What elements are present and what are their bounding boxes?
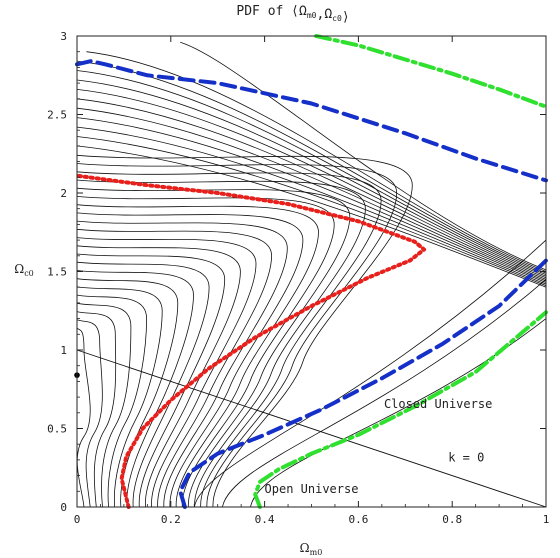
likelihood-contour [222,279,547,508]
region-annotation: Open Universe [265,482,359,496]
likelihood-contour [76,278,179,508]
likelihood-contour [76,212,304,508]
y-axis-label: Ωc0 [14,262,34,278]
likelihood-contour [193,239,547,508]
x-tick-label: 0.6 [348,513,368,526]
y-tick-label: 1 [60,344,67,357]
likelihood-contour [76,126,547,285]
likelihood-contour [76,253,226,508]
x-tick-label: 0 [74,513,81,526]
y-tick-label: 1.5 [47,266,67,279]
confidence-contour-middle-upper [75,59,548,183]
likelihood-contour [76,145,547,288]
likelihood-contour [76,327,91,508]
x-tick-label: 0.8 [442,513,462,526]
x-axis-label: Ωm0 [300,541,323,557]
likelihood-contour [86,51,547,272]
likelihood-contour [76,98,547,280]
chart-title: PDF of ⟨Ωm0,Ωc0⟩ [236,4,349,25]
y-tick-label: 2 [60,187,67,200]
likelihood-contour [76,319,103,508]
likelihood-contour [76,196,335,508]
region-annotation: k = 0 [448,450,484,464]
x-tick-label: 0.4 [255,513,275,526]
likelihood-contour [76,154,413,508]
likelihood-contour [76,187,351,508]
x-tick-label: 0.2 [161,513,181,526]
plot-area: Closed Universe k = 0 Open Universe [74,34,548,509]
confidence-contour-outer [253,310,548,509]
likelihood-contour [76,79,547,277]
confidence-contour-outer-upper [314,34,548,109]
likelihood-contour [76,117,547,283]
likelihood-contour [76,294,148,508]
likelihood-contour [76,204,319,508]
y-tick-label: 2.5 [47,109,67,122]
axes: 0 0.2 0.4 0.6 0.8 1 0 0.5 1 1.5 2 2.5 3 [47,30,549,526]
likelihood-contour [76,89,547,279]
y-tick-label: 3 [60,30,67,43]
likelihood-contour [76,136,547,286]
y-tick-label: 0.5 [47,423,67,436]
likelihood-contour [76,228,273,508]
likelihood-contour [76,286,163,508]
likelihood-contour [76,302,132,508]
region-annotation: Closed Universe [384,397,492,411]
likelihood-contour [76,220,288,508]
likelihood-contour [76,245,241,508]
likelihood-contour [180,41,547,271]
likelihood-contour [76,261,210,508]
likelihood-contour [76,107,547,282]
likelihood-contour [76,237,257,508]
likelihood-contour [76,179,366,508]
confidence-contour-inner [75,173,427,509]
likelihood-contour [76,311,117,508]
confidence-contour-middle [178,258,548,509]
flat-universe-line [76,349,547,508]
likelihood-contour [76,163,398,508]
likelihood-contour [76,60,547,274]
likelihood-contour [76,270,194,508]
y-tick-label: 0 [60,501,67,514]
likelihood-contour [76,70,547,275]
x-tick-label: 1 [543,513,550,526]
